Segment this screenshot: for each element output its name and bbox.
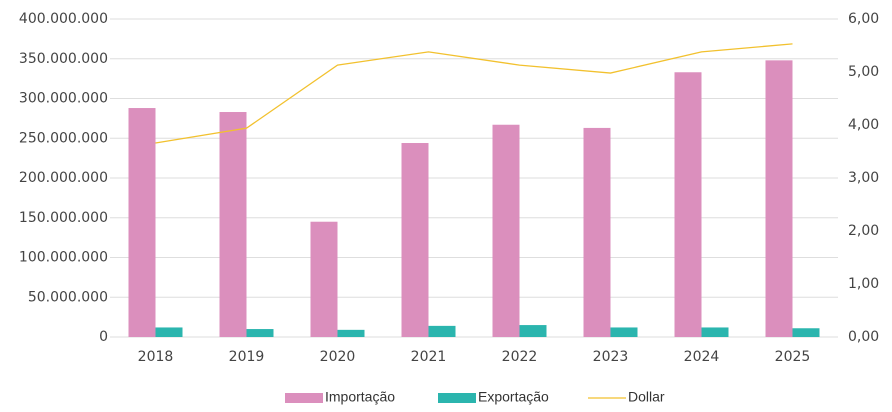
bar — [492, 124, 520, 337]
bar — [765, 60, 793, 338]
bar — [401, 143, 429, 337]
x-tick-label: 2021 — [411, 349, 447, 365]
y-tick-label: 400.000.000 — [19, 11, 108, 27]
bar — [519, 325, 547, 337]
x-tick-label: 2020 — [320, 349, 356, 365]
bar — [128, 108, 156, 337]
y2-tick-label: 0,00 — [848, 329, 879, 345]
bar — [155, 327, 183, 337]
y-tick-label: 200.000.000 — [19, 170, 108, 186]
x-tick-label: 2024 — [684, 349, 720, 365]
bar — [246, 329, 274, 337]
x-tick-label: 2025 — [775, 349, 811, 365]
x-tick-label: 2019 — [229, 349, 265, 365]
legend-label: Dollar — [628, 389, 665, 405]
legend-label: Exportação — [478, 389, 549, 405]
line — [155, 43, 793, 144]
y-tick-label: 0 — [99, 329, 108, 345]
y2-tick-label: 2,00 — [848, 223, 879, 239]
y-tick-label: 250.000.000 — [19, 130, 108, 146]
y-tick-label: 350.000.000 — [19, 51, 108, 67]
y-tick-label: 300.000.000 — [19, 91, 108, 107]
y-tick-label: 100.000.000 — [19, 250, 108, 266]
y2-tick-label: 4,00 — [848, 117, 879, 133]
bar — [219, 112, 247, 337]
y-tick-label: 50.000.000 — [28, 289, 108, 305]
y2-tick-label: 3,00 — [848, 170, 879, 186]
bar — [310, 221, 338, 337]
legend-swatch — [285, 393, 323, 403]
legend-swatch — [438, 393, 476, 403]
y2-tick-label: 1,00 — [848, 276, 879, 292]
legend-label: Importação — [325, 389, 395, 405]
bar — [792, 328, 820, 337]
bar — [610, 327, 638, 337]
bar — [337, 329, 365, 337]
bar — [428, 325, 456, 337]
bar — [674, 72, 702, 337]
bar — [701, 327, 729, 337]
y2-tick-label: 5,00 — [848, 64, 879, 80]
x-tick-label: 2023 — [593, 349, 629, 365]
bar — [583, 127, 611, 337]
y2-tick-label: 6,00 — [848, 11, 879, 27]
x-tick-label: 2018 — [138, 349, 174, 365]
y-tick-label: 150.000.000 — [19, 210, 108, 226]
x-tick-label: 2022 — [502, 349, 538, 365]
